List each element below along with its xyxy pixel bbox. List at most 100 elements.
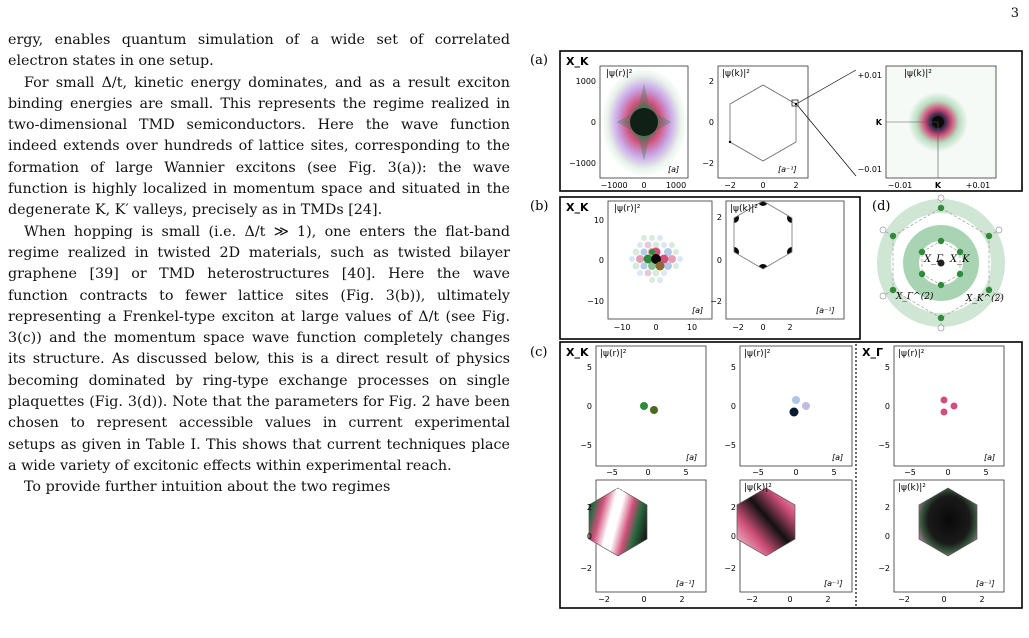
tick: −5 — [904, 468, 916, 477]
panel-b-plot2-title: |ψ(k)|² — [730, 204, 758, 214]
panel-c-mom-2: |ψ(k)|² [a⁻¹] — [736, 479, 853, 593]
tick: 5 — [731, 363, 736, 372]
tick: −2 — [732, 323, 744, 332]
tick: 0 — [641, 181, 646, 190]
tick: −10 — [614, 323, 631, 332]
panel-d-label-xk: X_K — [949, 254, 970, 265]
tick: 5 — [983, 468, 988, 477]
tick: 0 — [787, 595, 792, 604]
page-number: 3 — [1010, 6, 1019, 21]
panel-c-label: (c) — [530, 345, 547, 360]
tick: 5 — [831, 468, 836, 477]
tick: 0 — [885, 402, 890, 411]
figure-svg: (a) X_K |ψ(r)|² [a] 1000 0 −1000 −1000 0… — [530, 50, 1023, 609]
panel-c-real-1: |ψ(r)|² [a] — [595, 345, 707, 467]
tick: −5 — [580, 441, 592, 450]
panel-b-plot2-unit: [a⁻¹] — [816, 306, 835, 315]
tick: 2 — [679, 595, 684, 604]
tick: 10 — [687, 323, 697, 332]
panel-b-plot1-title: |ψ(r)|² — [614, 204, 641, 214]
tick: −2 — [580, 564, 592, 573]
tick: 1000 — [666, 181, 686, 190]
panel-c-mom-title: |ψ(k)|² — [600, 483, 628, 493]
panel-a-plot2-unit: [a⁻¹] — [778, 165, 797, 174]
panel-c-real-unit: [a] — [686, 453, 697, 462]
tick: 2 — [825, 595, 830, 604]
panel-a-frame — [559, 50, 1023, 192]
tick: 0 — [885, 532, 890, 541]
tick: 0 — [591, 118, 596, 127]
tick: −2 — [710, 297, 722, 306]
tick: −2 — [724, 181, 736, 190]
panel-d-label-xgamma2: X_Γ^(2) — [895, 291, 934, 302]
panel-a-plot1-title: |ψ(r)|² — [606, 69, 633, 79]
panel-d-label-xgamma: X_Γ — [923, 254, 944, 265]
panel-a-plot1-unit: [a] — [668, 165, 679, 174]
tick: +0.01 — [857, 71, 882, 80]
tick: 5 — [885, 363, 890, 372]
panel-c-real-unit: [a] — [832, 453, 843, 462]
figure-3: (a) X_K |ψ(r)|² [a] 1000 0 −1000 −1000 0… — [526, 48, 1026, 610]
tick: 0 — [793, 468, 798, 477]
panel-a-plot3-title: |ψ(k)|² — [904, 69, 932, 79]
tick: −1000 — [600, 181, 627, 190]
tick: −2 — [898, 595, 910, 604]
panel-c-mom-unit: [a⁻¹] — [976, 579, 995, 588]
tick: 0 — [717, 256, 722, 265]
panel-a-plot2-title: |ψ(k)|² — [722, 69, 750, 79]
panel-c-real-title: |ψ(r)|² — [600, 349, 627, 359]
tick: 0 — [653, 323, 658, 332]
tick: −0.01 — [888, 181, 913, 190]
tick: 5 — [587, 363, 592, 372]
tick: 0 — [587, 402, 592, 411]
tick: 0 — [731, 532, 736, 541]
tick: −5 — [878, 441, 890, 450]
tick: 0 — [760, 323, 765, 332]
tick: −1000 — [569, 159, 596, 168]
tick: −2 — [724, 564, 736, 573]
tick: −2 — [878, 564, 890, 573]
tick: 0 — [945, 468, 950, 477]
tick: 0 — [760, 181, 765, 190]
panel-c-mom-title: |ψ(k)|² — [898, 483, 926, 493]
panel-d-label-xk2: X_K^(2) — [965, 293, 1004, 304]
tick: +0.01 — [966, 181, 991, 190]
panel-c-real-title: |ψ(r)|² — [744, 349, 771, 359]
tick: 0 — [941, 595, 946, 604]
tick: 2 — [793, 181, 798, 190]
tick: K — [876, 118, 883, 127]
panel-c-real-title: |ψ(r)|² — [898, 349, 925, 359]
tick: K — [935, 181, 942, 190]
tick: −2 — [746, 595, 758, 604]
tick: 5 — [683, 468, 688, 477]
tick: 0 — [731, 402, 736, 411]
panel-c-real-3: |ψ(r)|² [a] — [893, 345, 1005, 467]
panel-c-state-left: X_K — [566, 346, 589, 359]
tick: −2 — [702, 159, 714, 168]
tick: 2 — [979, 595, 984, 604]
tick: 0 — [587, 532, 592, 541]
panel-b-frame — [559, 196, 861, 340]
paragraph: To provide further intuition about the t… — [24, 479, 391, 496]
tick: −2 — [598, 595, 610, 604]
panel-c-real-2: |ψ(r)|² [a] — [739, 345, 853, 467]
panel-a-state: X_K — [566, 55, 589, 68]
tick: −0.01 — [857, 165, 882, 174]
paragraph: When hopping is small (i.e. Δ/t ≫ 1), on… — [8, 223, 510, 474]
tick: −5 — [724, 441, 736, 450]
panel-b-plot1-unit: [a] — [692, 306, 703, 315]
body-text-column: ergy, enables quantum simulation of a wi… — [8, 30, 510, 499]
panel-b-label: (b) — [530, 199, 548, 214]
tick: 2 — [731, 503, 736, 512]
panel-c-real-unit: [a] — [984, 453, 995, 462]
panel-b-state: X_K — [566, 201, 589, 214]
panel-c-mom-title: |ψ(k)|² — [744, 483, 772, 493]
paragraph: For small Δ/t, kinetic energy dominates,… — [8, 74, 510, 219]
panel-d-label: (d) — [872, 199, 890, 214]
tick: 1000 — [576, 77, 596, 86]
tick: 10 — [594, 216, 604, 225]
paragraph: ergy, enables quantum simulation of a wi… — [8, 32, 510, 70]
tick: 2 — [787, 323, 792, 332]
panel-c-frame — [559, 341, 1023, 609]
tick: 2 — [709, 77, 714, 86]
